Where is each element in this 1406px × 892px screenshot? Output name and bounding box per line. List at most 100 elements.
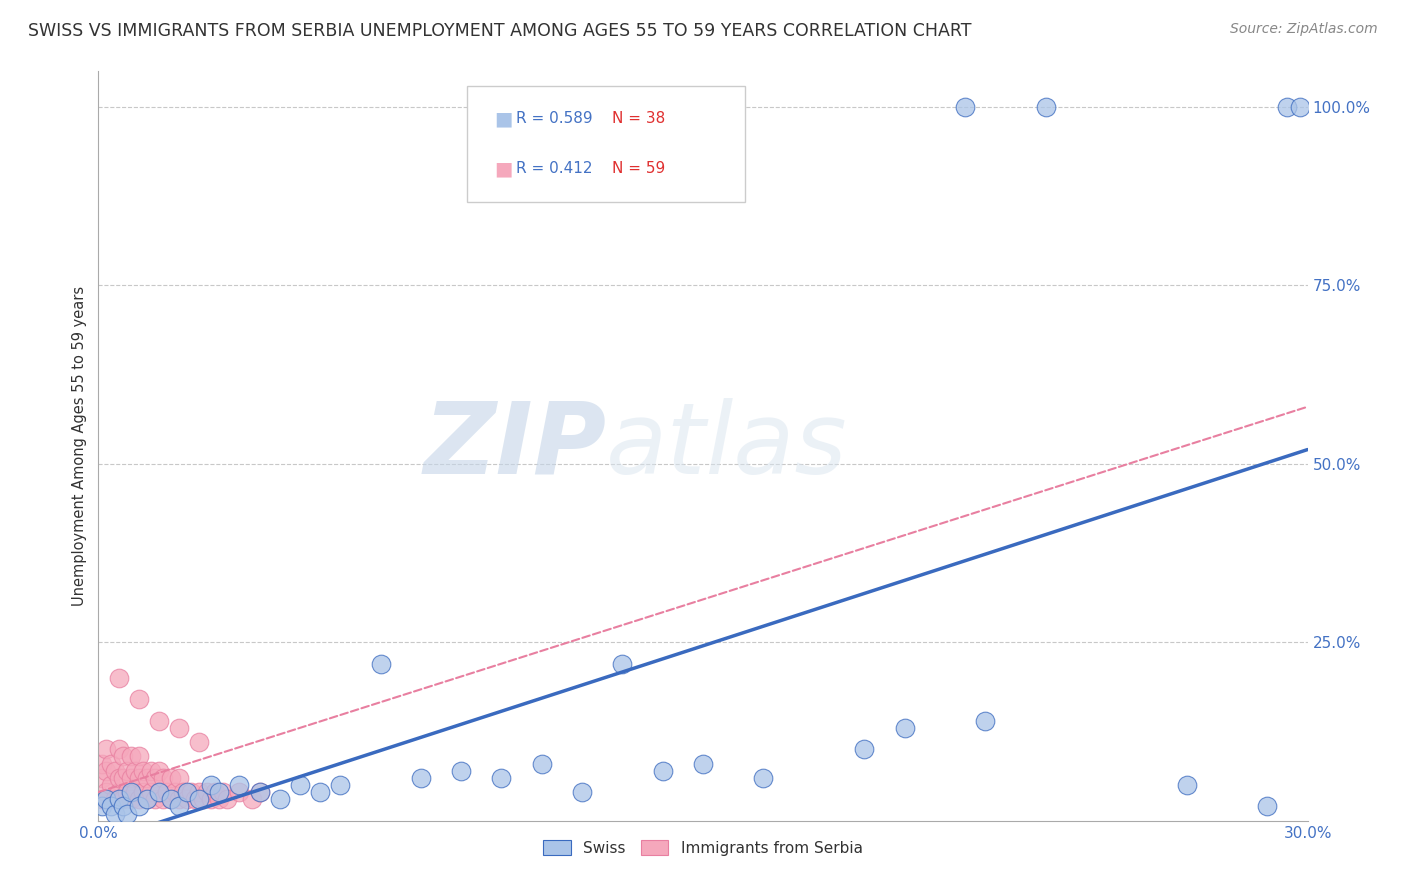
Point — [200, 792, 222, 806]
Point — [974, 714, 997, 728]
Point — [1035, 100, 1057, 114]
Point — [176, 785, 198, 799]
Point — [111, 749, 134, 764]
Point — [143, 792, 166, 806]
Point — [329, 778, 352, 792]
Point — [115, 785, 138, 799]
Point — [893, 721, 915, 735]
Text: N = 38: N = 38 — [613, 112, 665, 126]
Point — [167, 799, 190, 814]
Point — [212, 785, 235, 799]
Point — [91, 771, 114, 785]
Point — [143, 771, 166, 785]
Point — [135, 792, 157, 806]
Text: Source: ZipAtlas.com: Source: ZipAtlas.com — [1230, 22, 1378, 37]
Point — [288, 778, 311, 792]
Text: ZIP: ZIP — [423, 398, 606, 494]
Text: ■: ■ — [494, 160, 512, 178]
Text: ■: ■ — [494, 109, 512, 128]
Point — [228, 778, 250, 792]
Point — [107, 771, 129, 785]
Point — [103, 764, 125, 778]
Point — [96, 785, 118, 799]
Point — [176, 792, 198, 806]
Point — [107, 742, 129, 756]
Point — [96, 742, 118, 756]
Point — [530, 756, 553, 771]
Point — [107, 792, 129, 806]
Y-axis label: Unemployment Among Ages 55 to 59 years: Unemployment Among Ages 55 to 59 years — [72, 286, 87, 606]
Point — [571, 785, 593, 799]
Point — [1277, 100, 1299, 114]
Text: R = 0.589: R = 0.589 — [516, 112, 592, 126]
Point — [409, 771, 432, 785]
Text: R = 0.412: R = 0.412 — [516, 161, 592, 177]
Point — [309, 785, 332, 799]
Point — [103, 806, 125, 821]
Point — [120, 785, 142, 799]
Point — [450, 764, 472, 778]
Point — [148, 785, 170, 799]
Point — [120, 749, 142, 764]
Legend: Swiss, Immigrants from Serbia: Swiss, Immigrants from Serbia — [537, 833, 869, 862]
Point — [167, 792, 190, 806]
Point — [96, 792, 118, 806]
Point — [188, 792, 211, 806]
Point — [167, 721, 190, 735]
Point — [167, 771, 190, 785]
Point — [651, 764, 673, 778]
Point — [370, 657, 392, 671]
Point — [163, 785, 186, 799]
Point — [152, 771, 174, 785]
Point — [200, 778, 222, 792]
Point — [100, 799, 122, 814]
Point — [135, 771, 157, 785]
Text: N = 59: N = 59 — [613, 161, 665, 177]
Point — [96, 764, 118, 778]
Point — [193, 792, 215, 806]
Point — [249, 785, 271, 799]
Point — [128, 692, 150, 706]
Point — [124, 764, 146, 778]
Point — [160, 771, 183, 785]
Point — [160, 792, 183, 806]
Point — [132, 785, 155, 799]
FancyBboxPatch shape — [467, 87, 745, 202]
Point — [953, 100, 976, 114]
Point — [152, 792, 174, 806]
Point — [103, 792, 125, 806]
Point — [188, 785, 211, 799]
Point — [107, 785, 129, 799]
Point — [120, 792, 142, 806]
Point — [208, 785, 231, 799]
Point — [91, 756, 114, 771]
Point — [1288, 100, 1310, 114]
Point — [692, 756, 714, 771]
Point — [124, 785, 146, 799]
Point — [148, 764, 170, 778]
Point — [107, 671, 129, 685]
Point — [148, 714, 170, 728]
Point — [100, 756, 122, 771]
Point — [1256, 799, 1278, 814]
Point — [111, 792, 134, 806]
Text: atlas: atlas — [606, 398, 848, 494]
Point — [111, 799, 134, 814]
Point — [91, 792, 114, 806]
Point — [156, 785, 179, 799]
Point — [115, 806, 138, 821]
Point — [160, 792, 183, 806]
Point — [148, 785, 170, 799]
Point — [132, 764, 155, 778]
Point — [228, 785, 250, 799]
Point — [111, 771, 134, 785]
Point — [217, 792, 239, 806]
Point — [128, 792, 150, 806]
Point — [269, 792, 291, 806]
Point — [128, 799, 150, 814]
Point — [249, 785, 271, 799]
Point — [91, 799, 114, 814]
Point — [208, 792, 231, 806]
Point — [120, 771, 142, 785]
Point — [100, 778, 122, 792]
